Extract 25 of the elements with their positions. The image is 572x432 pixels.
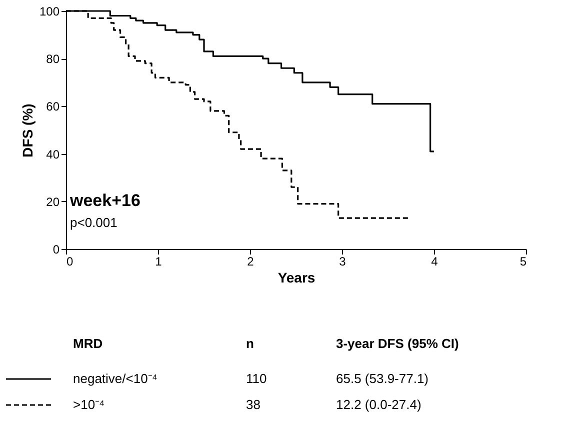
- x-tick-label: 3: [339, 254, 346, 268]
- y-tick-label: 100: [39, 4, 60, 18]
- legend-title: MRD: [73, 336, 103, 351]
- x-tick-label: 1: [155, 254, 162, 268]
- y-tick-label: 40: [46, 147, 60, 162]
- y-tick-label: 0: [52, 242, 60, 256]
- text: 12.2 (0.0-27.4): [336, 397, 422, 412]
- annotation: p<0.001: [70, 215, 118, 230]
- x-tick-label: 5: [520, 254, 527, 268]
- legend-label: >10⁻⁴: [73, 397, 105, 412]
- text: 3-year DFS (95% CI): [336, 336, 459, 351]
- y-tick-label: 80: [46, 52, 60, 66]
- x-tick-label: 0: [66, 254, 74, 268]
- text: 38: [246, 397, 260, 412]
- y-axis-title: DFS (%): [19, 104, 36, 158]
- x-axis-title: Years: [278, 270, 316, 286]
- text: n: [246, 336, 254, 351]
- y-tick-label: 20: [46, 194, 60, 209]
- text: 65.5 (53.9-77.1): [336, 371, 429, 386]
- legend-label: negative/<10⁻⁴: [73, 371, 158, 386]
- text: 110: [246, 371, 267, 386]
- x-tick-label: 2: [247, 254, 254, 268]
- y-tick-label: 60: [46, 100, 60, 114]
- annotation: week+16: [69, 191, 140, 210]
- x-tick-label: 4: [431, 254, 438, 268]
